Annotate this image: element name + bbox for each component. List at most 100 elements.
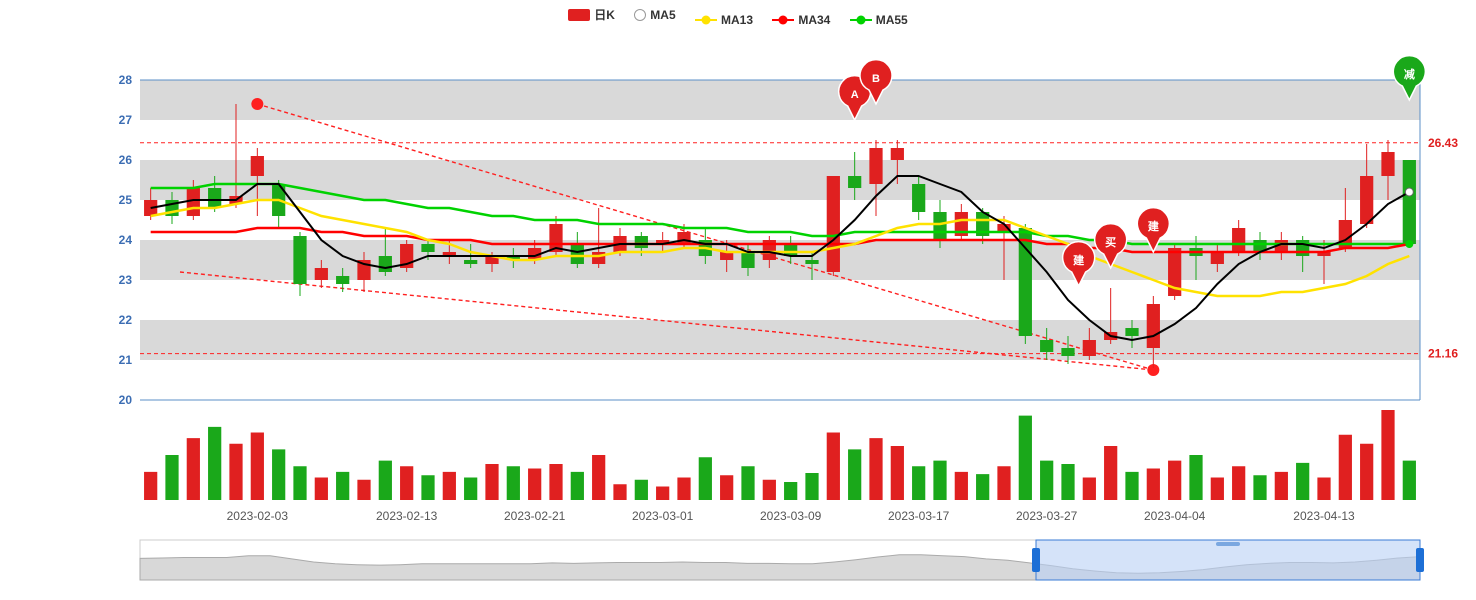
volume-bar[interactable] xyxy=(165,455,178,500)
volume-bar[interactable] xyxy=(379,461,392,500)
volume-bar[interactable] xyxy=(187,438,200,500)
svg-text:27: 27 xyxy=(119,113,133,127)
candle[interactable] xyxy=(208,188,221,208)
volume-bar[interactable] xyxy=(1168,461,1181,500)
volume-bar[interactable] xyxy=(763,480,776,500)
volume-bar[interactable] xyxy=(549,464,562,500)
volume-bar[interactable] xyxy=(613,484,626,500)
candle[interactable] xyxy=(891,148,904,160)
volume-bar[interactable] xyxy=(443,472,456,500)
volume-bar[interactable] xyxy=(1211,478,1224,501)
volume-bar[interactable] xyxy=(1189,455,1202,500)
volume-bar[interactable] xyxy=(1061,464,1074,500)
volume-bar[interactable] xyxy=(1403,461,1416,500)
candle[interactable] xyxy=(1083,340,1096,356)
volume-bar[interactable] xyxy=(699,457,712,500)
volume-bar[interactable] xyxy=(869,438,882,500)
svg-text:20: 20 xyxy=(119,393,133,407)
candle[interactable] xyxy=(741,252,754,268)
volume-bar[interactable] xyxy=(1040,461,1053,500)
candle[interactable] xyxy=(1125,328,1138,336)
candle[interactable] xyxy=(1360,176,1373,224)
volume-bar[interactable] xyxy=(1381,410,1394,500)
volume-bar[interactable] xyxy=(933,461,946,500)
volume-bar[interactable] xyxy=(251,433,264,501)
volume-bar[interactable] xyxy=(1360,444,1373,500)
svg-text:21: 21 xyxy=(119,353,133,367)
svg-text:26: 26 xyxy=(119,153,133,167)
volume-bar[interactable] xyxy=(357,480,370,500)
candle[interactable] xyxy=(1147,304,1160,348)
volume-bar[interactable] xyxy=(229,444,242,500)
volume-bar[interactable] xyxy=(1083,478,1096,501)
volume-bar[interactable] xyxy=(1125,472,1138,500)
volume-bar[interactable] xyxy=(635,480,648,500)
candle[interactable] xyxy=(293,236,306,284)
volume-bar[interactable] xyxy=(464,478,477,501)
volume-bar[interactable] xyxy=(272,449,285,500)
volume-bar[interactable] xyxy=(1253,475,1266,500)
volume-bar[interactable] xyxy=(485,464,498,500)
volume-bar[interactable] xyxy=(1339,435,1352,500)
candle[interactable] xyxy=(592,252,605,264)
candle[interactable] xyxy=(677,232,690,244)
volume-bar[interactable] xyxy=(827,433,840,501)
candle[interactable] xyxy=(848,176,861,188)
candle[interactable] xyxy=(1381,152,1394,176)
volume-bar[interactable] xyxy=(976,474,989,500)
candle[interactable] xyxy=(187,188,200,216)
volume-bar[interactable] xyxy=(400,466,413,500)
candlestick-chart[interactable]: 20212223242526272826.4321.16AB建买建减2023-0… xyxy=(0,0,1476,600)
volume-bar[interactable] xyxy=(315,478,328,501)
volume-bar[interactable] xyxy=(784,482,797,500)
candle[interactable] xyxy=(1403,160,1416,244)
volume-bar[interactable] xyxy=(805,473,818,500)
candle[interactable] xyxy=(464,260,477,264)
volume-bar[interactable] xyxy=(208,427,221,500)
volume-bar[interactable] xyxy=(421,475,434,500)
volume-bar[interactable] xyxy=(528,469,541,501)
volume-bar[interactable] xyxy=(848,449,861,500)
candle[interactable] xyxy=(635,236,648,248)
navigator-handle[interactable] xyxy=(1416,548,1424,572)
volume-bar[interactable] xyxy=(1104,446,1117,500)
volume-bar[interactable] xyxy=(891,446,904,500)
candle[interactable] xyxy=(805,260,818,264)
volume-bar[interactable] xyxy=(1147,469,1160,501)
volume-bar[interactable] xyxy=(144,472,157,500)
candle[interactable] xyxy=(912,184,925,212)
volume-bar[interactable] xyxy=(1296,463,1309,500)
volume-bar[interactable] xyxy=(592,455,605,500)
volume-bar[interactable] xyxy=(741,466,754,500)
svg-text:2023-03-17: 2023-03-17 xyxy=(888,509,950,523)
volume-bar[interactable] xyxy=(997,466,1010,500)
volume-bar[interactable] xyxy=(507,466,520,500)
candle[interactable] xyxy=(869,148,882,184)
candle[interactable] xyxy=(827,176,840,272)
candle[interactable] xyxy=(315,268,328,280)
volume-bar[interactable] xyxy=(336,472,349,500)
volume-bar[interactable] xyxy=(912,466,925,500)
candle[interactable] xyxy=(251,156,264,176)
volume-bar[interactable] xyxy=(1275,472,1288,500)
candle[interactable] xyxy=(336,276,349,284)
volume-bar[interactable] xyxy=(656,487,669,501)
candle[interactable] xyxy=(421,244,434,252)
volume-bar[interactable] xyxy=(571,472,584,500)
candle[interactable] xyxy=(933,212,946,240)
volume-bar[interactable] xyxy=(293,466,306,500)
candle[interactable] xyxy=(1232,228,1245,252)
volume-bar[interactable] xyxy=(955,472,968,500)
volume-bar[interactable] xyxy=(677,478,690,501)
candle[interactable] xyxy=(571,244,584,264)
candle[interactable] xyxy=(1211,252,1224,264)
volume-bar[interactable] xyxy=(1232,466,1245,500)
volume-bar[interactable] xyxy=(1019,416,1032,500)
volume-bar[interactable] xyxy=(720,475,733,500)
candle[interactable] xyxy=(379,256,392,272)
candle[interactable] xyxy=(1296,240,1309,256)
candle[interactable] xyxy=(1040,340,1053,352)
navigator-handle[interactable] xyxy=(1032,548,1040,572)
candle[interactable] xyxy=(1061,348,1074,356)
volume-bar[interactable] xyxy=(1317,478,1330,501)
